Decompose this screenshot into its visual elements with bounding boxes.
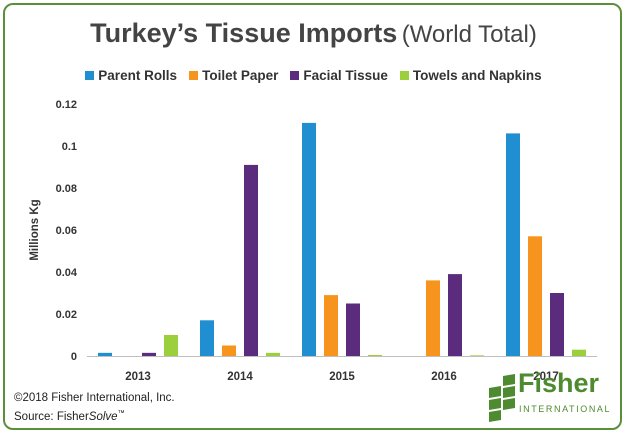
source-tm: ™ [117,410,125,417]
bar [164,335,178,356]
chart-legend: Parent Rolls Toilet Paper Facial Tissue Tow… [0,68,627,83]
y-axis-label: Millions Kg [29,199,41,260]
bar [302,122,316,357]
x-tick-label: 2016 [431,371,457,383]
source-italic: Solve [88,410,118,423]
legend-swatch [399,71,409,80]
bar [244,164,258,356]
x-tick-label: 2015 [329,371,355,383]
bar [470,355,484,356]
bar [528,236,542,356]
y-tick-label: 0 [71,351,77,363]
chart-title-main: Turkey’s Tissue Imports [90,18,398,48]
legend-label: Facial Tissue [303,68,388,83]
chart-title-sub: (World Total) [401,21,537,48]
bar [324,295,338,356]
bar [368,354,382,356]
bar [142,352,156,356]
y-tick-label: 0.1 [62,141,77,153]
source-prefix: Source: Fisher [14,410,89,423]
y-tick-label: 0.02 [56,309,77,321]
bar [506,133,520,356]
legend-swatch [189,71,199,80]
legend-label: Toilet Paper [202,68,279,83]
bar [222,345,236,356]
y-tick-label: 0.04 [56,267,78,279]
bar [572,349,586,356]
legend-label: Parent Rolls [98,68,178,83]
legend-item: Parent Rolls [85,68,177,83]
fisher-logo-icon [489,374,515,422]
chart-title: Turkey’s Tissue Imports (World Total) [0,18,627,49]
legend-item: Facial Tissue [290,68,388,83]
fisher-logo: Fisher INTERNATIONAL [485,368,615,425]
y-tick-label: 0.08 [56,183,77,195]
x-tick-label: 2017 [533,371,559,383]
bar [98,352,112,356]
fisher-logo-tagline: INTERNATIONAL [519,404,612,414]
legend-item: Towels and Napkins [399,68,542,83]
x-tick-label: 2013 [125,371,151,383]
bar [426,280,440,356]
y-tick-label: 0.12 [56,99,77,111]
legend-label: Towels and Napkins [412,68,542,83]
bar [448,274,462,356]
legend-swatch [290,71,300,80]
copyright-text: ©2018 Fisher International, Inc. [14,392,175,404]
fisher-logo-name: Fisher [518,368,600,398]
bar [346,303,360,356]
footer: ©2018 Fisher International, Inc. Source:… [14,390,175,425]
bar [550,293,564,356]
y-tick-label: 0.06 [56,225,77,237]
source-text: Source: FisherSolve™ [14,406,175,425]
legend-item: Toilet Paper [189,68,278,83]
x-tick-label: 2014 [227,371,253,383]
bar [266,352,280,356]
legend-swatch [85,71,95,80]
bar [200,320,214,356]
